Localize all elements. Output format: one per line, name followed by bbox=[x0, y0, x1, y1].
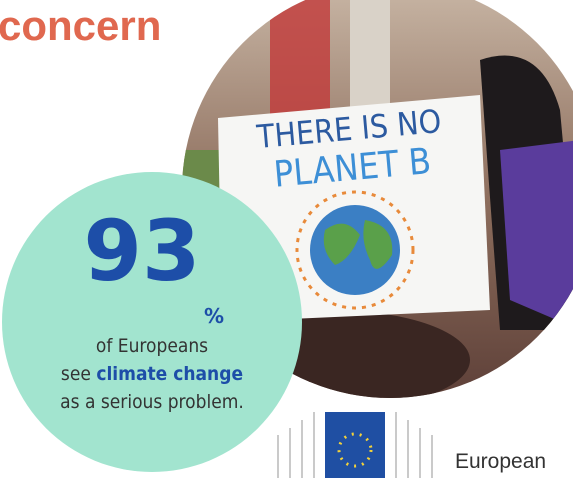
infographic: concern THERE IS NO PLANET B 93 % of Eur… bbox=[0, 0, 573, 478]
title: concern bbox=[0, 2, 161, 49]
stat-number: 93 bbox=[84, 202, 201, 300]
stat-text: see climate change bbox=[61, 363, 243, 385]
stat-text: see bbox=[61, 363, 91, 385]
stat-unit: % bbox=[204, 304, 224, 328]
stat-emphasis: climate change bbox=[96, 363, 243, 385]
page: concern THERE IS NO PLANET B 93 % of Eur… bbox=[0, 0, 573, 478]
logo-text: European bbox=[455, 450, 546, 473]
stat-text: as a serious problem. bbox=[60, 391, 244, 413]
logo: European bbox=[278, 412, 546, 478]
stat-text: of Europeans bbox=[96, 335, 208, 357]
